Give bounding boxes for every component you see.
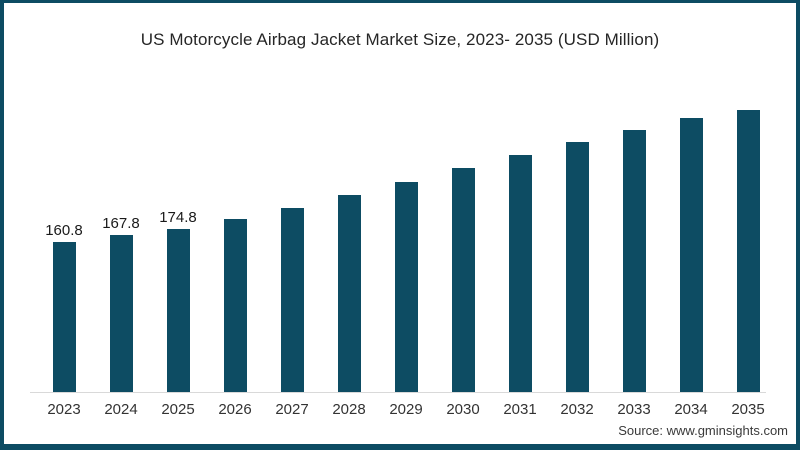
bar-2027 [280, 208, 304, 392]
x-axis-label: 2035 [731, 401, 765, 418]
bar-group [549, 3, 606, 392]
bar-group [378, 3, 435, 392]
bar-group [264, 3, 321, 392]
bar-value-label: 160.8 [45, 222, 83, 239]
bar-value-label: 174.8 [159, 209, 197, 226]
bar-group: 174.8 [150, 3, 207, 392]
x-axis-label: 2027 [275, 401, 309, 418]
bar-2030 [451, 168, 475, 392]
bar-group [720, 3, 777, 392]
bar-2034 [679, 118, 703, 392]
x-axis-label: 2034 [674, 401, 708, 418]
bar-2028 [337, 195, 361, 392]
x-axis-label: 2029 [389, 401, 423, 418]
bar-2033 [622, 130, 646, 392]
source-attribution: Source: www.gminsights.com [618, 423, 788, 438]
x-axis-label: 2033 [617, 401, 651, 418]
x-axis-label: 2028 [332, 401, 366, 418]
bar-2023 [52, 242, 76, 392]
bar-group [663, 3, 720, 392]
bar-2025 [166, 229, 190, 392]
x-axis-label: 2030 [446, 401, 480, 418]
x-axis-label: 2025 [161, 401, 195, 418]
x-axis-labels: 2023 2024 2025 2026 2027 2028 2029 2030 2031 2032… [36, 401, 764, 421]
bar-2026 [223, 219, 247, 392]
bar-group: 167.8 [93, 3, 150, 392]
bar-2031 [508, 155, 532, 392]
bar-group: 160.8 [36, 3, 93, 392]
bar-group [207, 3, 264, 392]
x-axis-label: 2032 [560, 401, 594, 418]
bar-group [492, 3, 549, 392]
bar-value-label: 167.8 [102, 215, 140, 232]
bar-group [435, 3, 492, 392]
bar-group [321, 3, 378, 392]
x-axis-label: 2023 [47, 401, 81, 418]
bar-2032 [565, 142, 589, 392]
chart-title: US Motorcycle Airbag Jacket Market Size,… [140, 30, 660, 49]
bar-group [606, 3, 663, 392]
x-axis-label: 2026 [218, 401, 252, 418]
bar-2029 [394, 182, 418, 392]
x-axis-line [30, 392, 766, 393]
x-axis-label: 2024 [104, 401, 138, 418]
bar-2024 [109, 235, 133, 392]
plot-area: 160.8 167.8 174.8 [30, 3, 766, 393]
bar-2035 [736, 110, 760, 392]
x-axis-label: 2031 [503, 401, 537, 418]
